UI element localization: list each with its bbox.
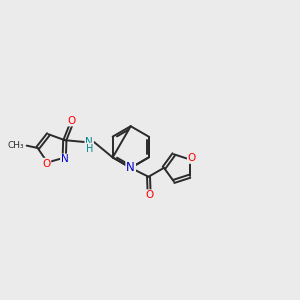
Text: O: O	[68, 116, 76, 126]
Text: N: N	[61, 154, 69, 164]
Text: N: N	[85, 137, 93, 147]
Text: CH₃: CH₃	[8, 141, 24, 150]
Text: N: N	[126, 161, 135, 174]
Text: O: O	[42, 159, 50, 169]
Text: O: O	[145, 190, 153, 200]
Text: O: O	[188, 153, 196, 163]
Text: H: H	[85, 143, 93, 154]
